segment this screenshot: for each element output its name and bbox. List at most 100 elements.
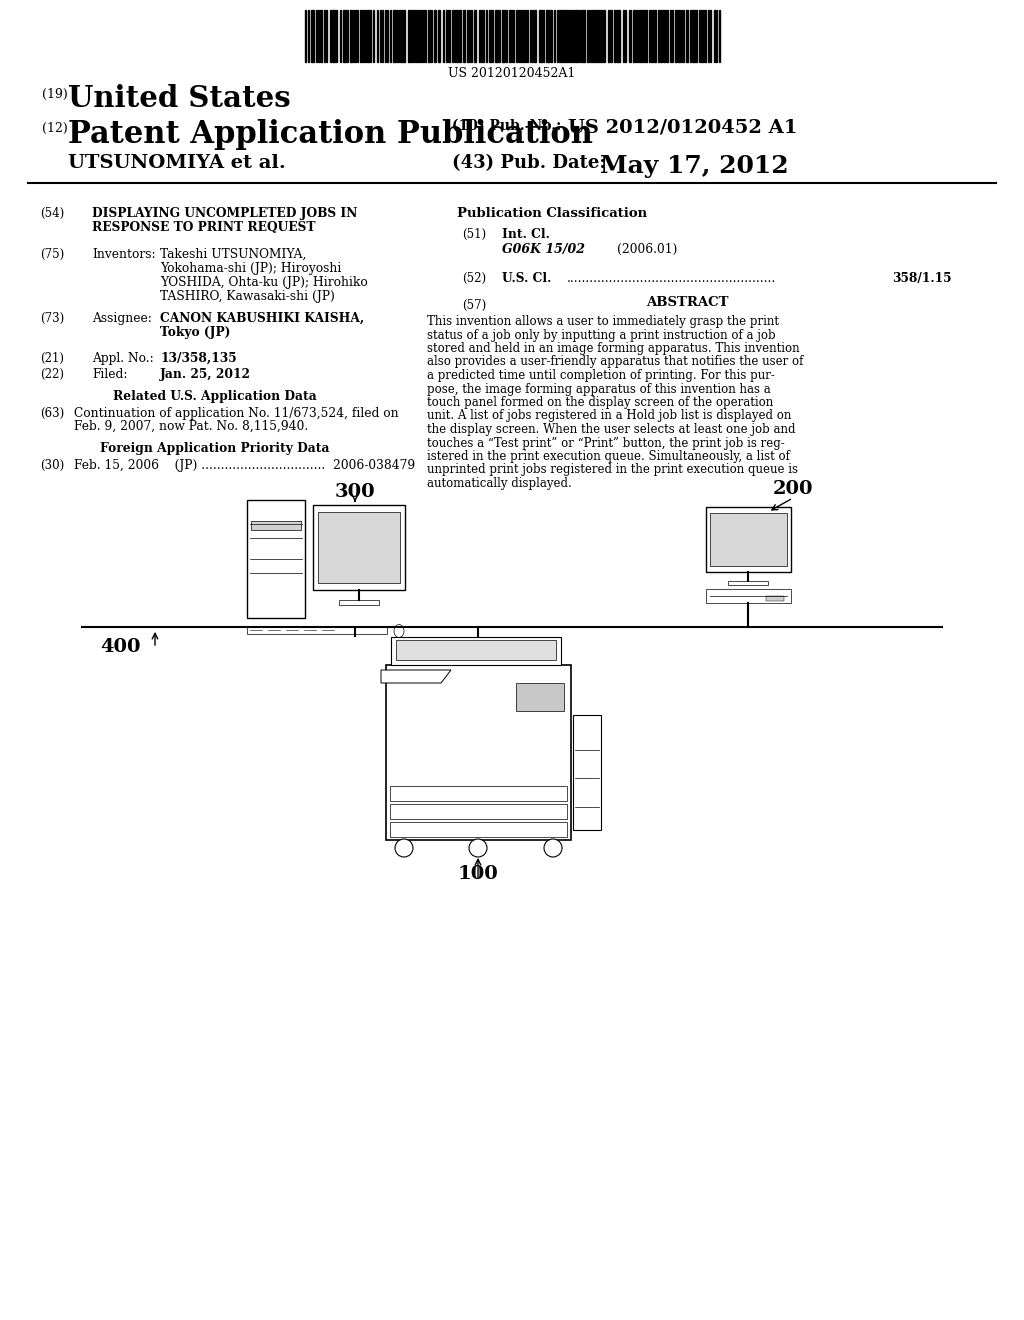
Bar [367,11,369,62]
Bar [529,11,531,62]
Bar [247,500,305,618]
Text: UTSUNOMIYA et al.: UTSUNOMIYA et al. [68,154,286,172]
Text: Inventors:: Inventors: [92,248,156,261]
Bar [459,11,461,62]
Bar [251,521,301,529]
Bar [339,601,379,605]
Bar [495,11,498,62]
Text: ABSTRACT: ABSTRACT [646,296,728,309]
Text: 358/1.15: 358/1.15 [893,272,952,285]
Bar [512,11,513,62]
Bar [565,11,566,62]
Text: US 20120120452A1: US 20120120452A1 [449,67,575,81]
Bar [515,11,517,62]
Bar [488,11,490,62]
Text: United States: United States [68,84,291,114]
Text: Feb. 9, 2007, now Pat. No. 8,115,940.: Feb. 9, 2007, now Pat. No. 8,115,940. [74,420,308,433]
Text: (12): (12) [42,121,68,135]
Text: Foreign Application Priority Data: Foreign Application Priority Data [100,442,330,455]
Bar [350,11,351,62]
Text: Takeshi UTSUNOMIYA,: Takeshi UTSUNOMIYA, [160,248,306,261]
Text: (63): (63) [40,407,65,420]
Text: DISPLAYING UNCOMPLETED JOBS IN: DISPLAYING UNCOMPLETED JOBS IN [92,207,357,220]
Bar [247,626,387,634]
Circle shape [395,840,413,857]
Bar [332,11,335,62]
Text: unit. A list of jobs registered in a Hold job list is displayed on: unit. A list of jobs registered in a Hol… [427,409,792,422]
Text: a predicted time until completion of printing. For this pur-: a predicted time until completion of pri… [427,370,775,381]
Bar [359,11,361,62]
Bar [651,11,653,62]
Bar [390,785,567,801]
Bar [434,11,436,62]
Bar [663,11,665,62]
Text: (30): (30) [40,459,65,473]
Bar [546,11,549,62]
Bar [396,640,556,660]
Bar [447,11,450,62]
Text: Int. Cl.: Int. Cl. [502,228,550,242]
Bar [311,11,314,62]
Text: Feb. 15, 2006    (JP) ................................  2006-038479: Feb. 15, 2006 (JP) .....................… [74,459,416,473]
Bar [582,11,585,62]
Bar [616,11,620,62]
Bar [554,11,555,62]
Bar [390,804,567,818]
Text: 300: 300 [335,483,376,502]
Bar [608,11,609,62]
Bar [638,11,639,62]
Bar [392,11,395,62]
Bar [681,11,682,62]
Bar [610,11,612,62]
Text: 400: 400 [100,638,140,656]
Bar [509,11,511,62]
Bar [502,11,505,62]
Bar [382,11,383,62]
Text: Continuation of application No. 11/673,524, filed on: Continuation of application No. 11/673,5… [74,407,398,420]
Bar [654,11,656,62]
Text: Related U.S. Application Data: Related U.S. Application Data [113,389,316,403]
Bar [675,11,677,62]
Bar [399,11,400,62]
Text: (73): (73) [40,312,65,325]
Text: CANON KABUSHIKI KAISHA,: CANON KABUSHIKI KAISHA, [160,312,365,325]
Text: (51): (51) [462,228,486,242]
Text: (54): (54) [40,207,65,220]
Text: (19): (19) [42,88,68,102]
Text: Tokyo (JP): Tokyo (JP) [160,326,230,339]
Bar [315,11,317,62]
Text: (22): (22) [40,368,63,381]
Bar [480,11,482,62]
Bar [614,11,615,62]
Bar [728,581,768,585]
Bar [520,11,522,62]
Text: istered in the print execution queue. Simultaneously, a list of: istered in the print execution queue. Si… [427,450,790,463]
Text: Filed:: Filed: [92,368,128,381]
Bar [706,589,791,603]
Bar [572,11,573,62]
Bar [456,11,458,62]
Bar [313,506,406,590]
Bar [660,11,662,62]
Text: G06K 15/02: G06K 15/02 [502,243,585,256]
Text: Publication Classification: Publication Classification [457,207,647,220]
Bar [633,11,635,62]
Bar [362,11,364,62]
Text: status of a job only by inputting a print instruction of a job: status of a job only by inputting a prin… [427,329,775,342]
Text: TASHIRO, Kawasaki-shi (JP): TASHIRO, Kawasaki-shi (JP) [160,290,335,304]
Text: automatically displayed.: automatically displayed. [427,477,571,490]
Bar [600,11,602,62]
Text: ......................................................: ........................................… [567,272,776,285]
Text: RESPONSE TO PRINT REQUEST: RESPONSE TO PRINT REQUEST [92,220,315,234]
Bar [342,11,345,62]
Text: (10) Pub. No.:: (10) Pub. No.: [452,119,561,133]
Bar [550,11,552,62]
Text: touch panel formed on the display screen of the operation: touch panel formed on the display screen… [427,396,773,409]
Text: unprinted print jobs registered in the print execution queue is: unprinted print jobs registered in the p… [427,463,798,477]
Bar [401,11,404,62]
Polygon shape [381,671,451,682]
Bar [678,11,680,62]
Bar [640,11,642,62]
Bar [597,11,598,62]
Bar [593,11,596,62]
